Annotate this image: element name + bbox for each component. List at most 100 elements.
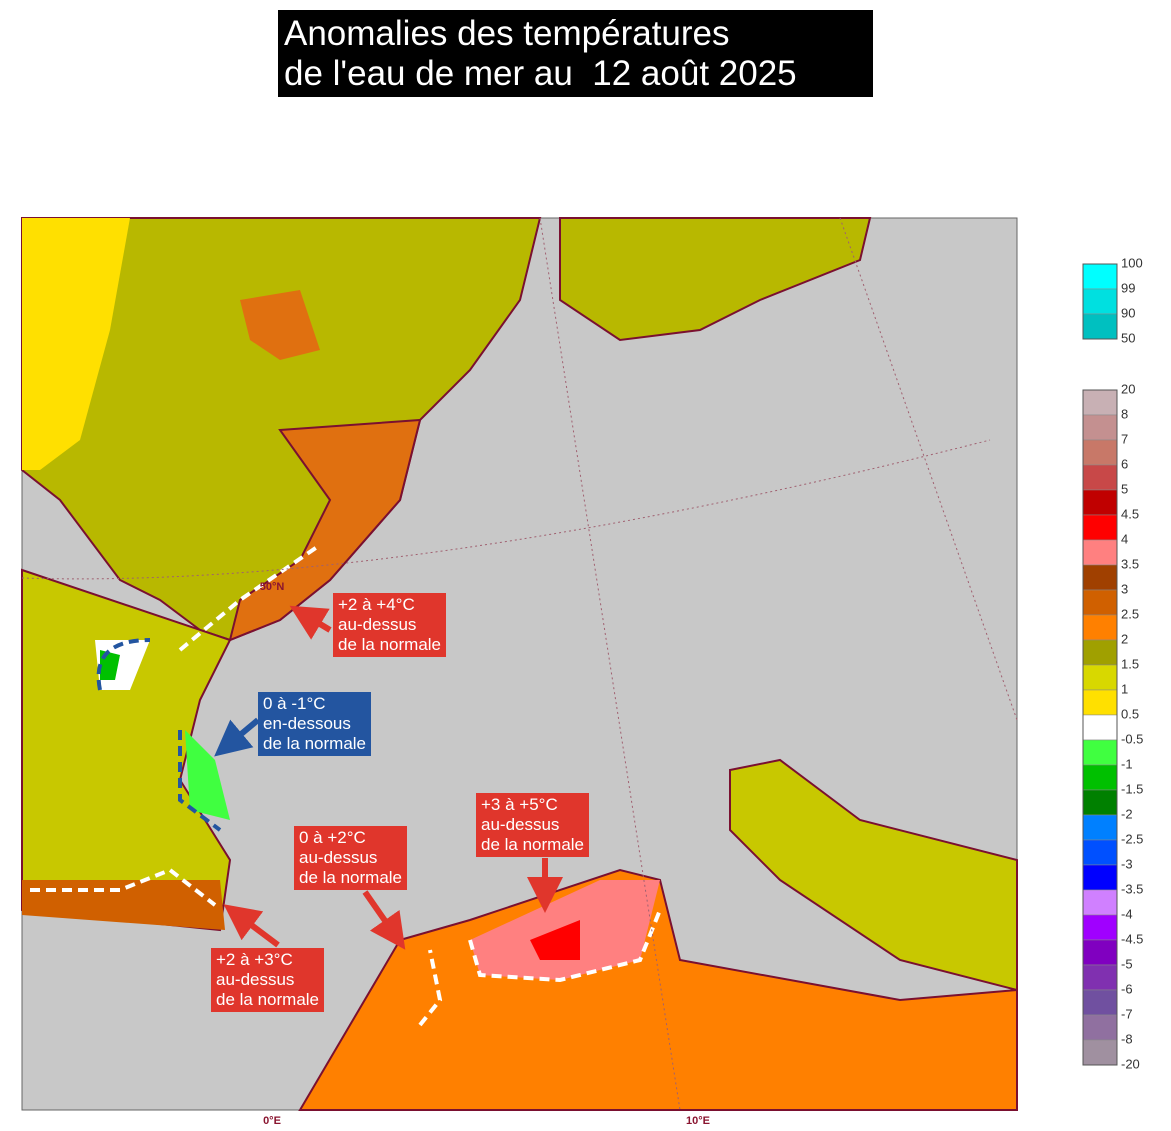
legend-label: -1.5 (1121, 781, 1143, 796)
legend-label: -1 (1121, 756, 1133, 771)
lon-label: 0°E (263, 1115, 281, 1127)
annotation: +2 à +4°C au-dessus de la normale (333, 593, 447, 657)
legend-label: -5 (1121, 956, 1133, 971)
legend-swatch (1082, 564, 1118, 591)
cool-outline (96, 638, 222, 832)
sea-gulf (22, 880, 225, 930)
sea-baltic (559, 217, 872, 342)
legend-swatch (1082, 1039, 1118, 1066)
legend-swatch (1082, 414, 1118, 441)
legend-swatch (1082, 589, 1118, 616)
legend-label: 99 (1121, 280, 1135, 295)
legend-swatch (1082, 964, 1118, 991)
annotation-line: au-dessus (481, 815, 560, 834)
legend-label: -0.5 (1121, 731, 1143, 746)
legend-swatch (1082, 864, 1118, 891)
lat-label: 50°N (260, 581, 285, 593)
legend-label: 4 (1121, 531, 1128, 546)
legend-label: 3.5 (1121, 556, 1139, 571)
annotation-line: au-dessus (338, 615, 417, 634)
legend-label: -4.5 (1121, 931, 1143, 946)
legend-swatch (1082, 914, 1118, 941)
annotation-line: de la normale (263, 734, 367, 753)
legend-label: -4 (1121, 906, 1133, 921)
legend-label: -8 (1121, 1031, 1133, 1046)
legend-label: -2.5 (1121, 831, 1143, 846)
legend-swatch (1082, 313, 1118, 340)
legend-label: 100 (1121, 255, 1143, 270)
legend-swatch (1082, 464, 1118, 491)
arrow (289, 605, 332, 640)
legend-label: 20 (1121, 381, 1135, 396)
legend-label: 90 (1121, 305, 1135, 320)
legend-swatch (1082, 288, 1118, 315)
legend-swatch (1082, 263, 1118, 290)
legend-swatch (1082, 689, 1118, 716)
annotation-line: au-dessus (299, 848, 378, 867)
legend-swatch (1082, 889, 1118, 916)
annotation-line: de la normale (216, 990, 320, 1009)
legend-label: 1 (1121, 681, 1128, 696)
legend-label: 7 (1121, 431, 1128, 446)
annotation-line: de la normale (299, 868, 403, 887)
annotation-line: +2 à +4°C (338, 595, 415, 614)
legend-label: 8 (1121, 406, 1128, 421)
legend-swatch (1082, 489, 1118, 516)
legend-label: -2 (1121, 806, 1133, 821)
legend-swatch (1082, 789, 1118, 816)
annotation-line: +3 à +5°C (481, 795, 558, 814)
warm-outline (30, 543, 662, 1027)
legend-swatch (1082, 1014, 1118, 1041)
legend-label: 2 (1121, 631, 1128, 646)
legend-label: 0.5 (1121, 706, 1139, 721)
legend-label: 1.5 (1121, 656, 1139, 671)
legend-swatch (1082, 764, 1118, 791)
sea-hot-core (530, 920, 580, 960)
legend-label: -3 (1121, 856, 1133, 871)
sea-west (22, 218, 130, 470)
legend-label: 3 (1121, 581, 1128, 596)
legend-swatch (1082, 389, 1118, 416)
map: 0°E 10°E 50°N (21, 217, 1018, 1127)
annotation: +2 à +3°C au-dessus de la normale (211, 948, 325, 1012)
legend-label: -7 (1121, 1006, 1133, 1021)
annotation-line: 0 à +2°C (299, 828, 366, 847)
legend-swatch (1082, 614, 1118, 641)
legend-swatch (1082, 439, 1118, 466)
legends: 100 99 90 50 20 8 7 6 5 4.5 4 3.5 3 2.5 2 1.5 1 0.5 -0.5 -1… (1082, 255, 1143, 1071)
legend-label: 5 (1121, 481, 1128, 496)
legend-label: 6 (1121, 456, 1128, 471)
legend-swatch (1082, 514, 1118, 541)
sea-channel (228, 418, 422, 642)
lon-label: 10°E (686, 1115, 710, 1127)
annotation: 0 à +2°C au-dessus de la normale (294, 826, 408, 890)
legend-swatch (1082, 714, 1118, 741)
legend-swatch (1082, 739, 1118, 766)
legend-label: 2.5 (1121, 606, 1139, 621)
arrow (214, 717, 260, 757)
legend-swatch (1082, 539, 1118, 566)
sea-adriatic (729, 758, 1018, 992)
title-line: de l'eau de mer au 12 août 2025 (284, 54, 797, 93)
annotation-line: de la normale (481, 835, 585, 854)
legend-label: 4.5 (1121, 506, 1139, 521)
legend-swatch (1082, 639, 1118, 666)
annotation-line: en-dessous (263, 714, 351, 733)
annotation: +3 à +5°C au-dessus de la normale (476, 793, 590, 857)
legend-swatch (1082, 939, 1118, 966)
legend-label: -3.5 (1121, 881, 1143, 896)
annotation: 0 à -1°C en-dessous de la normale (258, 692, 372, 756)
annotation-line: au-dessus (216, 970, 295, 989)
legend-label: -20 (1121, 1056, 1140, 1071)
legend-swatch (1082, 814, 1118, 841)
annotation-line: de la normale (338, 635, 442, 654)
legend-frame (1082, 263, 1118, 340)
legend-swatch (1082, 664, 1118, 691)
legend-frame (1082, 389, 1118, 1066)
annotation-line: 0 à -1°C (263, 694, 326, 713)
graticule (21, 217, 1018, 1111)
sea-patch (240, 290, 320, 360)
